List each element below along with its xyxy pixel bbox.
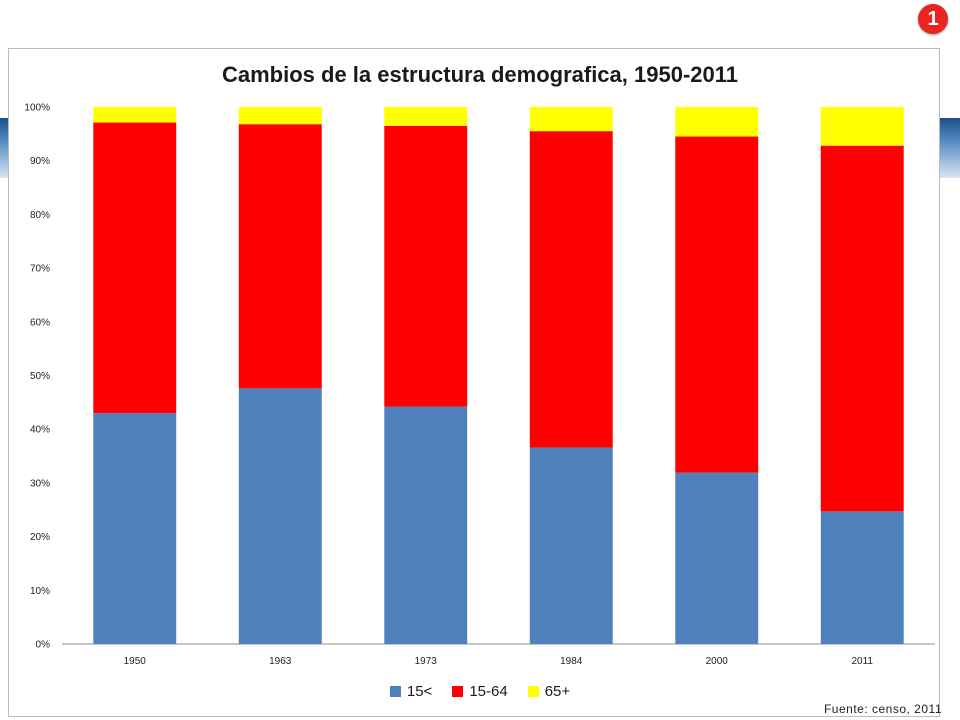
y-tick-label: 20% [30,532,50,543]
legend-item: 15< [389,683,433,700]
y-tick-label: 30% [30,478,50,489]
bar-segment-15< [675,472,759,644]
x-tick-label: 1963 [269,656,292,667]
bar-segment-65+ [238,107,322,125]
bar-segment-15-64 [238,124,322,389]
x-tick-label: 1984 [560,656,583,667]
chart-legend: 15< 15-64 65+ [0,683,960,700]
bar-segment-15-64 [529,131,613,448]
x-tick-label: 2000 [706,656,729,667]
y-tick-label: 90% [30,156,50,167]
legend-swatch [527,686,539,697]
x-tick-label: 2011 [851,656,873,667]
bar-segment-65+ [675,107,759,137]
y-tick-label: 80% [30,210,50,221]
source-note: Fuente: censo, 2011 [823,702,942,716]
y-tick-label: 100% [24,103,50,114]
legend-label: 15< [406,683,433,700]
y-tick-label: 50% [30,371,50,382]
slide-number-badge: 1 [918,4,948,34]
bar-segment-15< [529,447,613,644]
legend-swatch [389,686,401,697]
bar-segment-65+ [93,107,177,123]
bar-segment-15-64 [675,136,759,473]
bar-segment-15-64 [820,145,904,512]
legend-item: 15-64 [452,683,508,700]
bar-segment-15< [820,511,904,644]
bar-segment-15-64 [384,125,468,407]
chart-title: Cambios de la estructura demografica, 19… [221,62,738,87]
x-tick-label: 1973 [415,656,438,667]
bar-segment-65+ [529,107,613,132]
legend-label: 65+ [544,683,571,700]
bar-segment-65+ [384,107,468,126]
y-tick-label: 40% [30,425,50,436]
bar-segment-15< [93,413,177,644]
bar-segment-15-64 [93,122,177,414]
bar-segment-65+ [820,107,904,146]
x-tick-label: 1950 [124,656,147,667]
y-tick-label: 70% [30,264,50,275]
y-tick-label: 10% [30,586,50,597]
y-tick-label: 60% [30,317,50,328]
bar-segment-15< [238,388,322,644]
legend-swatch [452,686,464,697]
legend-item: 65+ [527,683,571,700]
legend-label: 15-64 [469,683,508,700]
y-tick-label: 0% [36,640,51,651]
bar-segment-15< [384,406,468,644]
